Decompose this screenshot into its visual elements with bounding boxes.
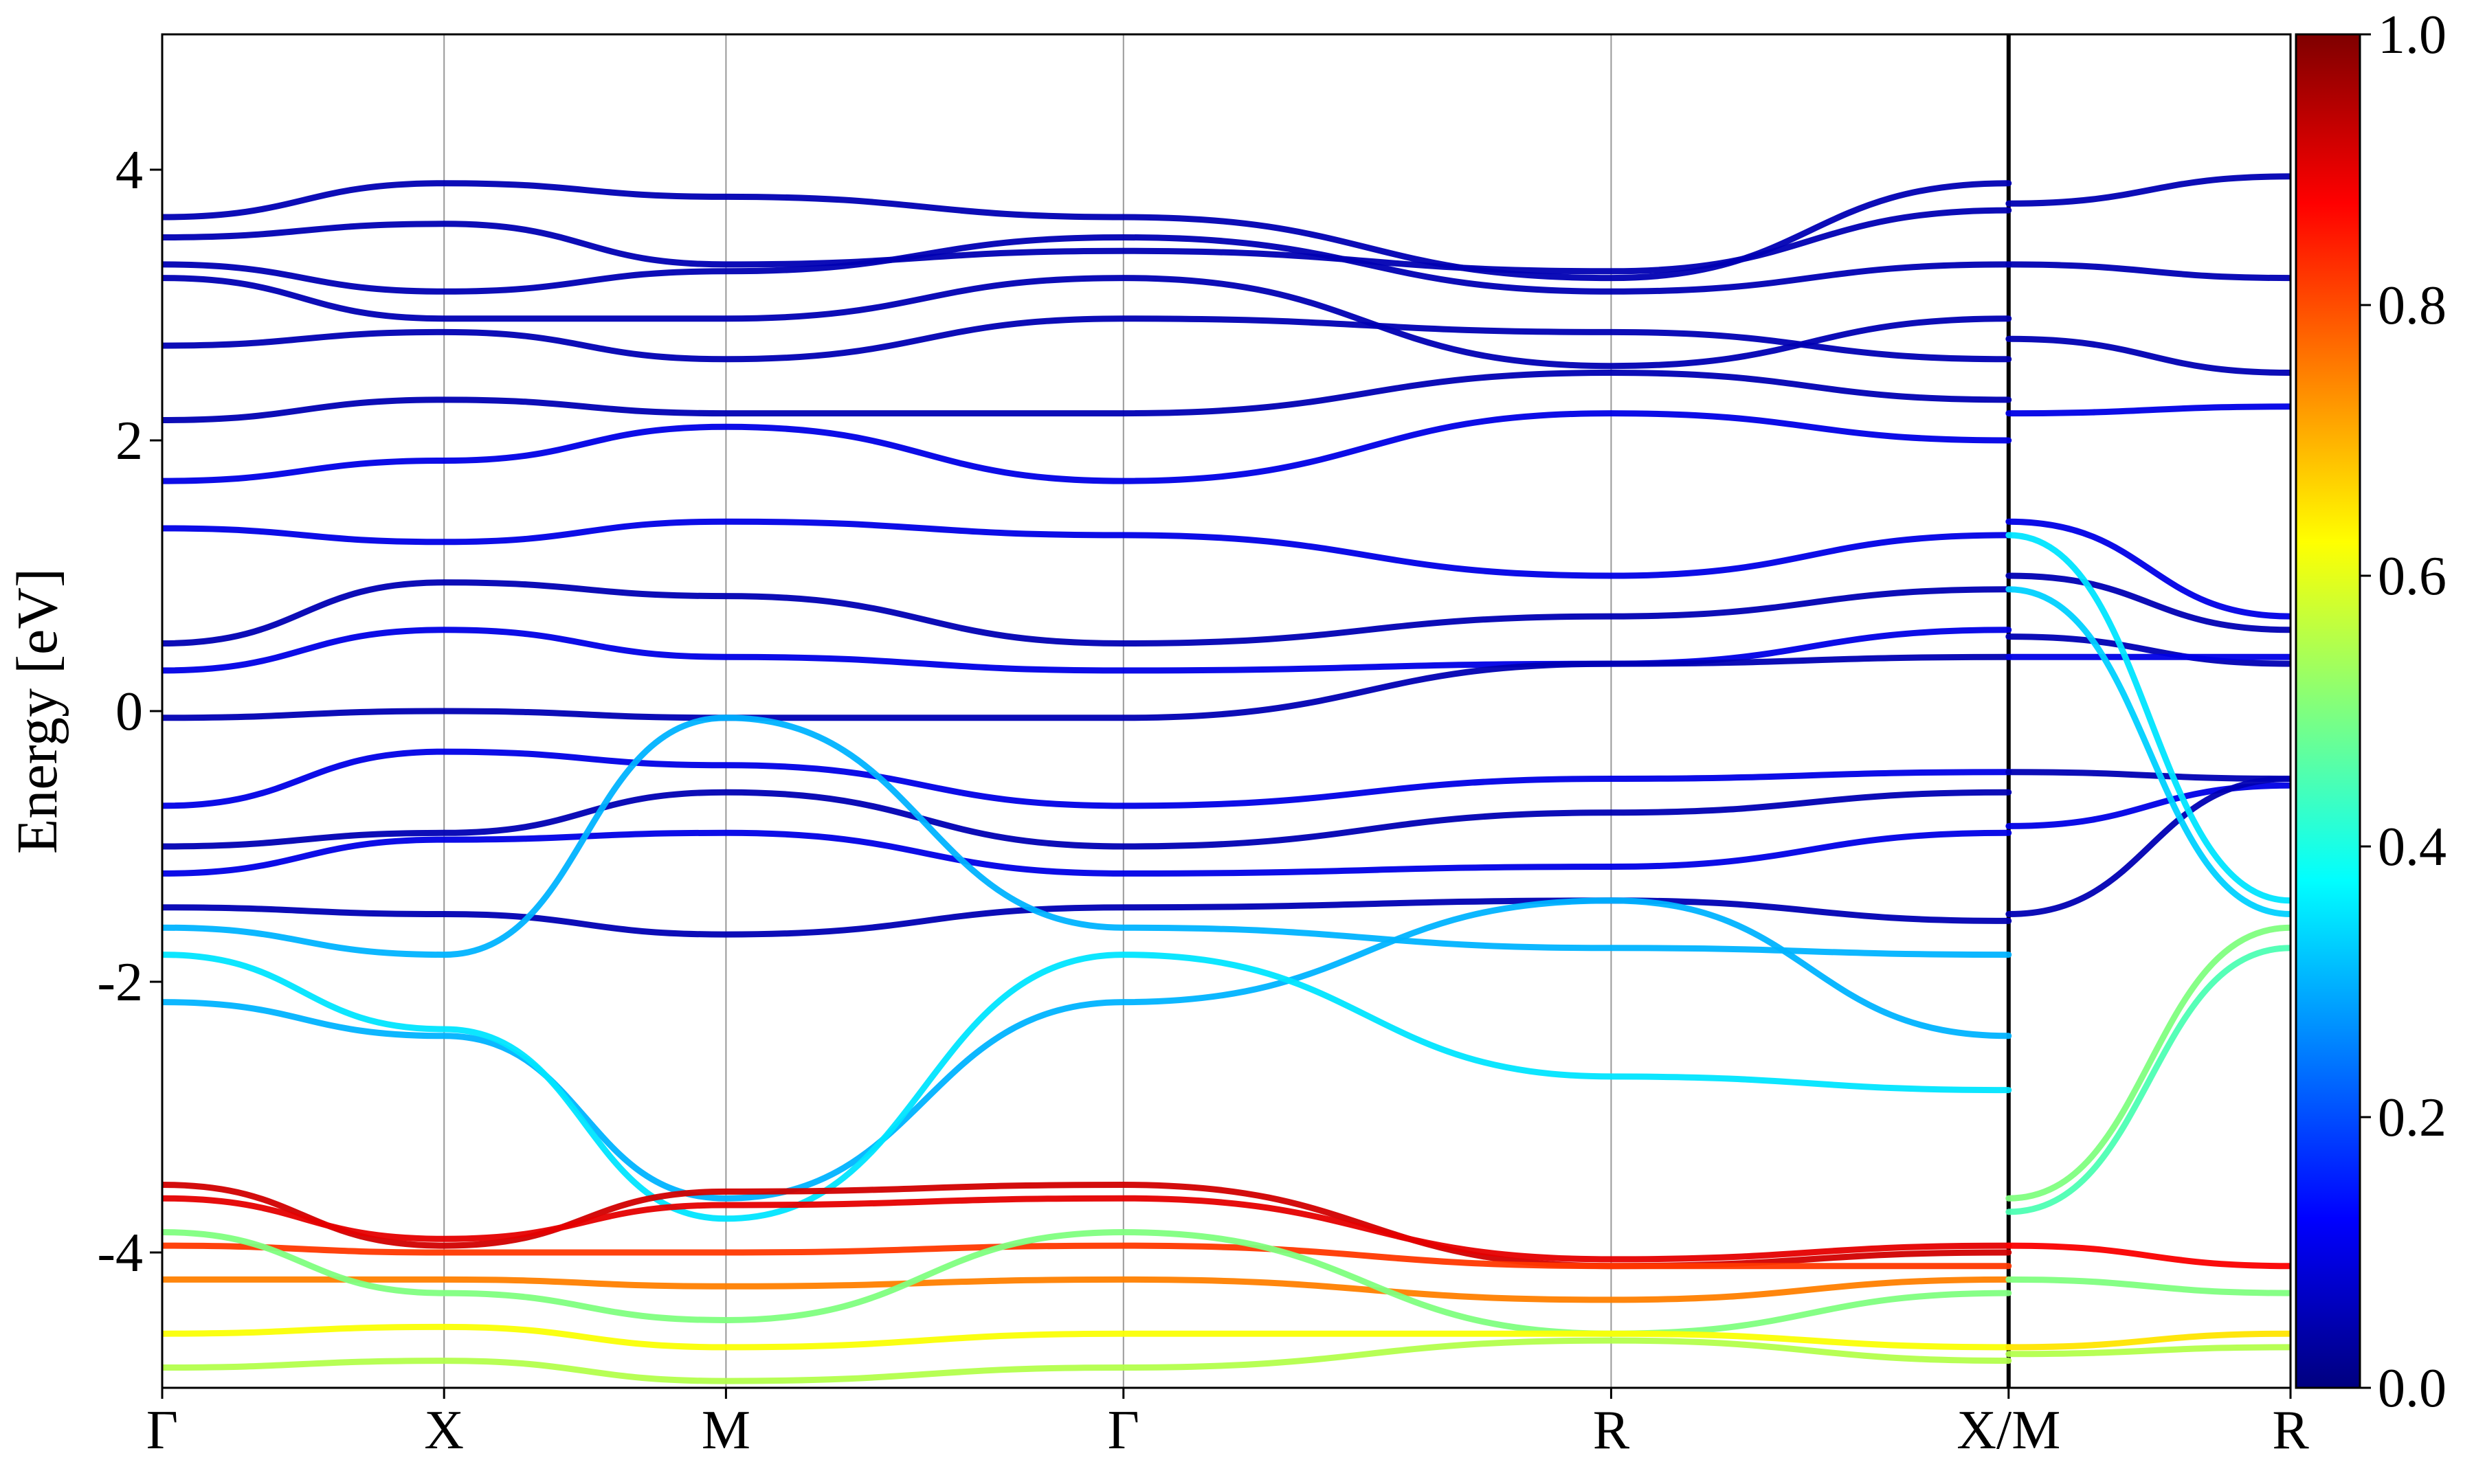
colorbar-tick-label: 0.6 bbox=[2378, 546, 2447, 607]
y-tick-label: 2 bbox=[115, 411, 143, 471]
y-tick-label: -2 bbox=[97, 952, 143, 1013]
x-tick-label: X/M bbox=[1957, 1400, 2060, 1461]
band-line-22 bbox=[162, 1276, 2012, 1303]
x-tick-label: R bbox=[2272, 1400, 2309, 1461]
band-line-26 bbox=[2005, 173, 2291, 207]
x-tick-label: R bbox=[1593, 1400, 1630, 1461]
colorbar: 0.0 0.2 0.4 0.6 0.8 1.0 bbox=[2295, 5, 2447, 1419]
band-line-13 bbox=[162, 789, 2012, 850]
band-line-8 bbox=[162, 518, 2012, 579]
band-line-15 bbox=[162, 897, 2012, 938]
colorbar-gradient bbox=[2295, 33, 2361, 1389]
colorbar-ticks: 0.0 0.2 0.4 0.6 0.8 1.0 bbox=[2360, 5, 2447, 1419]
x-tick-label: Γ bbox=[1108, 1400, 1139, 1461]
band-line-25 bbox=[162, 1337, 2012, 1384]
band-line-17 bbox=[162, 897, 2012, 1202]
band-line-18 bbox=[162, 952, 2012, 1222]
band-line-39 bbox=[2005, 924, 2291, 1202]
band-line-5 bbox=[162, 315, 2012, 363]
colorbar-tick-label: 0.4 bbox=[2378, 817, 2447, 877]
bands-layer bbox=[162, 173, 2291, 1384]
band-line-11 bbox=[162, 653, 2012, 721]
band-line-27 bbox=[2005, 261, 2291, 282]
band-line-28 bbox=[2005, 335, 2291, 376]
band-line-38 bbox=[2005, 586, 2291, 917]
colorbar-tick-label: 0.8 bbox=[2378, 276, 2447, 336]
band-line-32 bbox=[2005, 633, 2291, 667]
band-line-2 bbox=[162, 207, 2012, 275]
band-line-43 bbox=[2005, 1330, 2291, 1351]
colorbar-tick-label: 0.2 bbox=[2378, 1088, 2447, 1148]
band-line-42 bbox=[2005, 1276, 2291, 1296]
band-line-6 bbox=[162, 369, 2012, 423]
band-line-41 bbox=[2005, 1242, 2291, 1270]
band-line-12 bbox=[162, 748, 2012, 809]
band-line-37 bbox=[2005, 532, 2291, 904]
band-line-30 bbox=[2005, 518, 2291, 620]
colorbar-tick-label: 1.0 bbox=[2378, 5, 2447, 65]
band-line-9 bbox=[162, 579, 2012, 647]
band-line-24 bbox=[162, 1323, 2012, 1351]
band-line-40 bbox=[2005, 945, 2291, 1215]
band-line-20 bbox=[162, 1195, 2012, 1263]
band-line-36 bbox=[2005, 776, 2291, 917]
band-line-44 bbox=[2005, 1344, 2291, 1358]
band-line-16 bbox=[162, 715, 2012, 958]
y-axis: 4 2 0 -2 -4 bbox=[97, 140, 162, 1283]
x-tick-label: Γ bbox=[146, 1400, 178, 1461]
band-line-23 bbox=[162, 1228, 2012, 1337]
band-line-3 bbox=[162, 234, 2012, 295]
high-symmetry-lines bbox=[443, 34, 2011, 1388]
band-line-14 bbox=[162, 829, 2012, 877]
y-tick-label: 0 bbox=[115, 682, 143, 742]
colorbar-tick-label: 0.0 bbox=[2378, 1358, 2447, 1419]
band-line-29 bbox=[2005, 403, 2291, 417]
x-tick-label: M bbox=[702, 1400, 750, 1461]
x-axis: Γ X M Γ R X/M R bbox=[146, 1388, 2309, 1461]
y-tick-label: -4 bbox=[97, 1223, 143, 1283]
band-line-34 bbox=[2005, 769, 2291, 782]
y-axis-label: Energy [eV] bbox=[5, 568, 69, 854]
x-tick-label: X bbox=[424, 1400, 464, 1461]
band-line-31 bbox=[2005, 572, 2291, 633]
band-line-7 bbox=[162, 410, 2012, 484]
y-tick-label: 4 bbox=[115, 140, 143, 201]
band-line-4 bbox=[162, 275, 2012, 370]
